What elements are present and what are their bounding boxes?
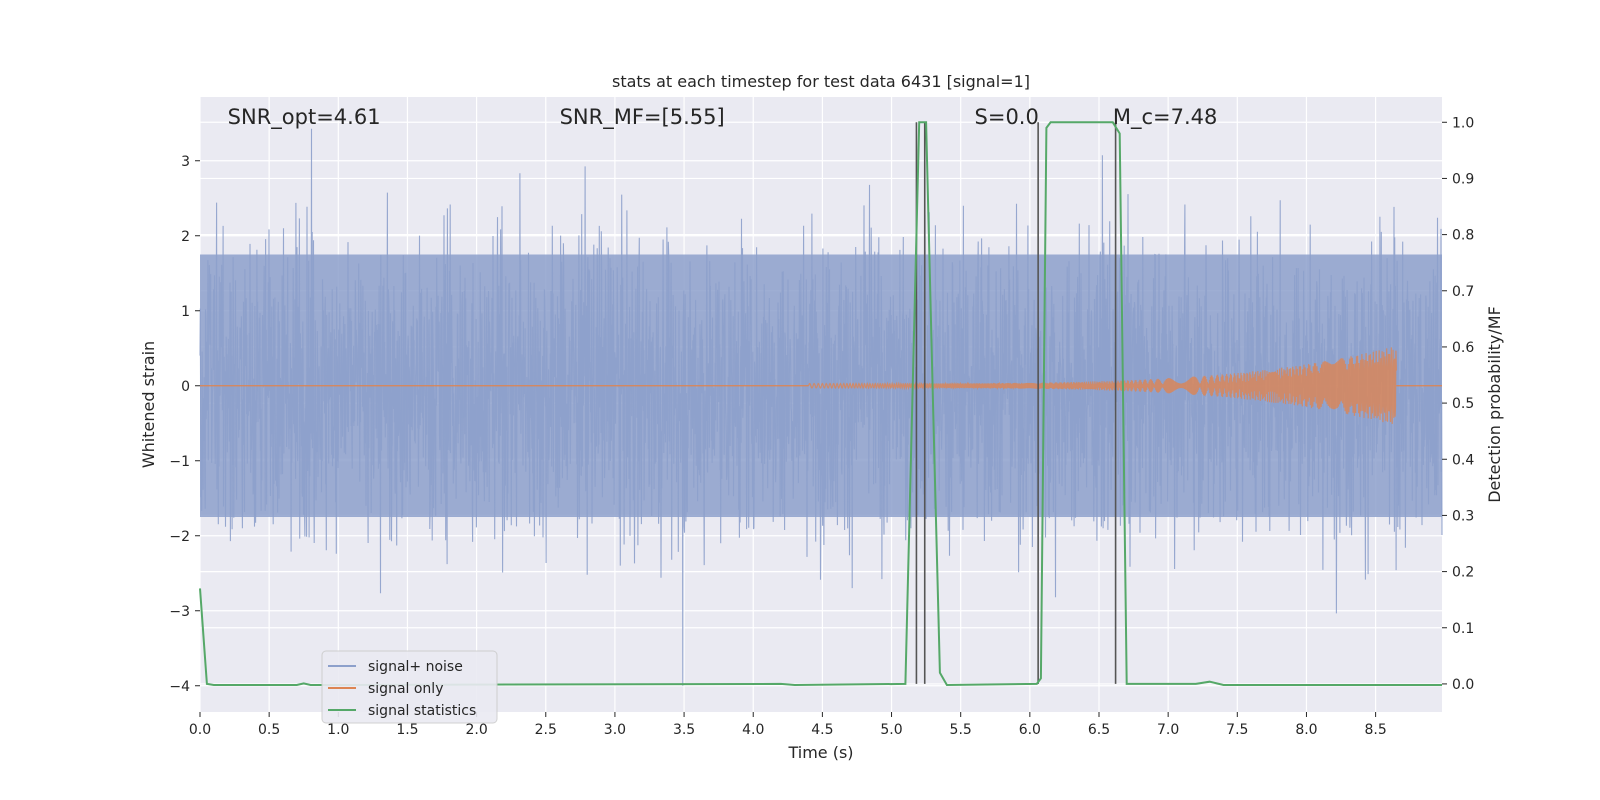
y-right-tick-label: 0.7 [1452,284,1474,300]
y-left-tick-label: 2 [181,229,190,245]
x-tick-label: 7.0 [1157,722,1179,738]
y-right-tick-label: 0.6 [1452,340,1474,356]
y-left-tick-label: −4 [169,679,190,695]
x-tick-label: 7.5 [1226,722,1248,738]
y-right-tick-label: 0.4 [1452,452,1474,468]
x-tick-label: 5.0 [880,722,902,738]
x-tick-label: 4.0 [742,722,764,738]
x-tick-label: 5.5 [950,722,972,738]
chart-title: stats at each timestep for test data 643… [612,72,1030,91]
annotations: SNR_opt=4.61 SNR_MF=[5.55] S=0.0 M_c=7.48 [228,105,1218,130]
legend-label: signal statistics [368,703,476,719]
y-right-tick-label: 0.9 [1452,171,1474,187]
y-right-tick-label: 0.8 [1452,228,1474,244]
x-axis: 0.0 0.5 1.0 1.5 2.0 2.5 3.0 3.5 4.0 4.5 5.0 5.5 6.0 6… [189,712,1387,738]
y-right-tick-label: 0.2 [1452,565,1474,581]
y-axis-left-label: Whitened strain [139,341,158,468]
legend-label: signal+ noise [368,659,463,675]
y-left-tick-label: 0 [181,379,190,395]
x-tick-label: 8.5 [1364,722,1386,738]
x-tick-label: 6.5 [1088,722,1110,738]
vertical-markers [915,122,1117,684]
y-left-tick-label: 1 [181,304,190,320]
y-right-tick-label: 0.0 [1452,677,1474,693]
y-axis-left: −4 −3 −2 −1 0 1 2 3 [169,154,200,695]
x-tick-label: 1.0 [327,722,349,738]
y-left-tick-label: 3 [181,154,190,170]
y-axis-right: 0.0 0.1 0.2 0.3 0.4 0.5 0.6 0.7 0.8 0.9 1.0 [1442,115,1474,693]
x-tick-label: 0.5 [258,722,280,738]
y-right-tick-label: 0.5 [1452,396,1474,412]
annotation-0: SNR_opt=4.61 [228,105,381,130]
y-right-tick-label: 0.3 [1452,508,1474,524]
y-left-tick-label: −2 [169,529,190,545]
annotation-2: S=0.0 [975,105,1039,129]
noise-line [199,128,1443,686]
annotation-1: SNR_MF=[5.55] [560,105,725,130]
legend-box [321,650,498,724]
y-left-tick-label: −1 [169,454,190,470]
stats-line [199,121,1442,687]
x-tick-label: 8.0 [1295,722,1317,738]
annotation-3: M_c=7.48 [1113,105,1218,130]
x-tick-label: 4.5 [811,722,833,738]
legend-label: signal only [368,681,443,697]
y-right-tick-label: 1.0 [1452,115,1474,131]
legend: signal+ noise signal only signal statistic… [321,650,498,724]
x-axis-label: Time (s) [787,743,853,762]
y-axis-right-label: Detection probability/MF [1485,306,1504,503]
x-tick-label: 3.5 [673,722,695,738]
x-tick-label: 0.0 [189,722,211,738]
signal-series [200,347,1442,424]
x-tick-label: 2.5 [535,722,557,738]
y-right-tick-label: 0.1 [1452,621,1474,637]
x-tick-label: 6.0 [1019,722,1041,738]
x-tick-label: 1.5 [396,722,418,738]
signal-chirp [808,347,1397,424]
y-left-tick-label: −3 [169,604,190,620]
x-tick-label: 2.0 [465,722,487,738]
stats-series [199,121,1442,687]
x-tick-label: 3.0 [604,722,626,738]
